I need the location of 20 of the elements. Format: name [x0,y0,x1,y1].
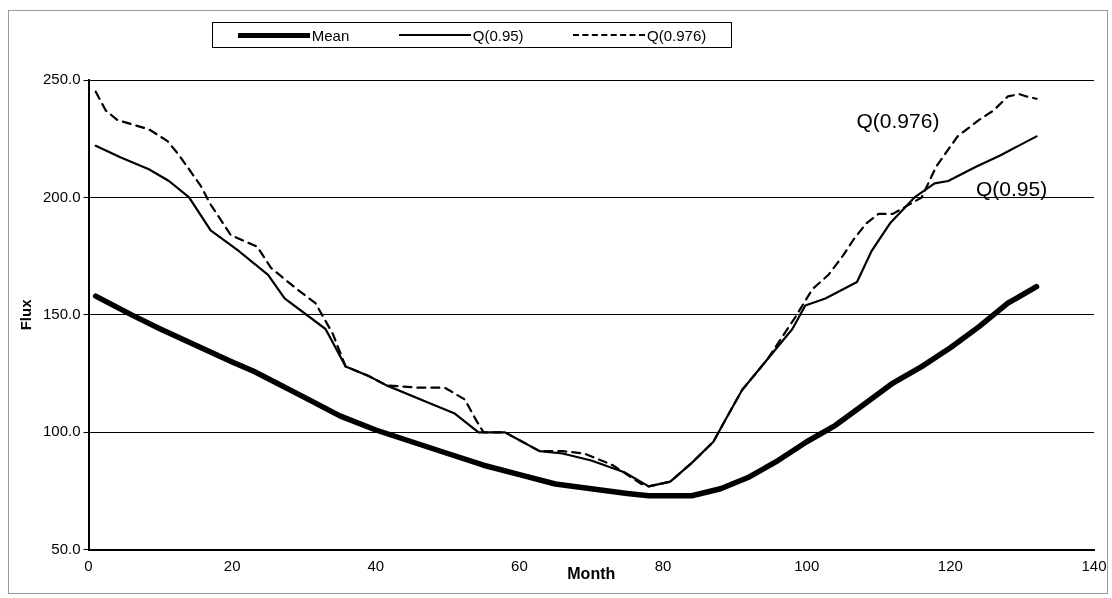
y-tick-label: 100.0 [42,422,81,440]
y-tick-label: 150.0 [42,305,81,323]
x-axis-title: Month [567,564,616,582]
x-tick-label: 80 [654,556,672,574]
legend-label: Q(0.976) [647,26,707,44]
y-tick-label: 200.0 [42,187,81,205]
x-tick-label: 140 [1081,556,1107,574]
x-tick-label: 20 [223,556,241,574]
legend-label: Mean [311,26,350,44]
annotation: Q(0.95) [975,177,1048,201]
x-tick-label: 40 [367,556,385,574]
y-tick-label: 250.0 [42,70,81,88]
y-tick-label: 50.0 [51,539,81,557]
x-tick-label: 120 [937,556,963,574]
x-tick-label: 100 [794,556,820,574]
legend-label: Q(0.95) [472,26,524,44]
annotation: Q(0.976) [856,109,940,133]
x-tick-label: 60 [511,556,528,574]
y-axis-title: Flux [17,298,35,331]
x-tick-label: 0 [84,556,93,574]
